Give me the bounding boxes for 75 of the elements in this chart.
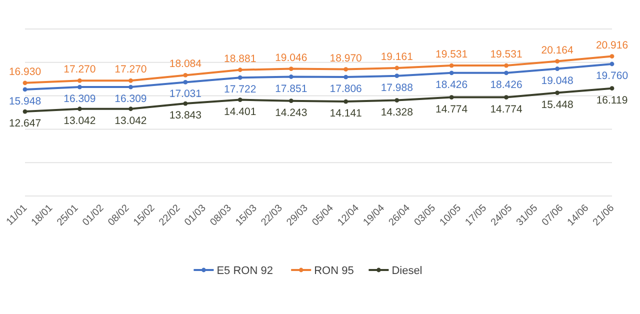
- data-label: 16.930: [8, 66, 42, 78]
- data-label: 17.851: [275, 82, 308, 95]
- data-label: 13.843: [169, 110, 202, 122]
- data-label: 14.328: [380, 106, 414, 118]
- data-label: 18.426: [436, 78, 468, 91]
- data-label: 16.309: [64, 93, 96, 106]
- data-label: 19.161: [380, 51, 414, 64]
- point: [504, 95, 508, 100]
- legend-label: RON 95: [314, 265, 354, 277]
- data-label: 19.760: [596, 70, 628, 82]
- point: [238, 75, 242, 80]
- legend-label: E5 RON 92: [216, 265, 273, 277]
- data-label: 20.164: [541, 44, 574, 56]
- data-label: 18.084: [169, 58, 202, 70]
- point: [394, 74, 400, 78]
- point: [183, 80, 188, 84]
- data-label: 16.309: [114, 93, 147, 106]
- data-label: 14.774: [490, 103, 522, 116]
- data-label: 18.881: [224, 52, 256, 65]
- data-label: 12.647: [8, 118, 42, 130]
- data-label: 17.031: [169, 88, 202, 100]
- point: [555, 90, 560, 96]
- data-label: 17.722: [224, 84, 256, 96]
- point: [128, 84, 133, 90]
- data-label: 16.119: [596, 94, 628, 106]
- point: [288, 66, 294, 71]
- data-label: 19.048: [541, 74, 574, 87]
- point: [238, 68, 242, 72]
- point: [77, 84, 82, 90]
- point: [610, 62, 614, 66]
- point: [128, 78, 133, 83]
- data-label: 13.042: [114, 114, 147, 127]
- data-label: 19.531: [436, 48, 468, 61]
- point: [555, 66, 560, 71]
- point: [238, 98, 242, 102]
- data-label: 20.916: [596, 39, 628, 52]
- point: [77, 78, 82, 83]
- data-label: 14.401: [224, 106, 256, 118]
- point: [22, 109, 28, 114]
- data-label: 15.948: [8, 95, 42, 108]
- point: [394, 66, 400, 70]
- legend-label: Diesel: [392, 265, 422, 277]
- data-label: 17.270: [114, 64, 147, 76]
- point: [449, 70, 454, 76]
- point: [183, 73, 188, 78]
- data-label: 17.988: [380, 82, 414, 94]
- data-label: 17.806: [330, 83, 362, 96]
- data-label: 14.774: [436, 103, 468, 116]
- point: [394, 98, 400, 102]
- data-label: 14.141: [330, 108, 362, 120]
- point: [449, 95, 454, 100]
- data-label: 14.243: [275, 106, 308, 119]
- point: [344, 67, 348, 72]
- point: [22, 87, 28, 92]
- data-label: 18.970: [330, 52, 362, 64]
- point: [183, 101, 188, 106]
- point: [610, 54, 614, 58]
- point: [504, 70, 508, 76]
- point: [555, 59, 560, 64]
- point: [344, 99, 348, 104]
- data-label: 13.042: [64, 114, 96, 127]
- point: [77, 106, 82, 112]
- point: [504, 63, 508, 68]
- data-label: 19.531: [490, 48, 522, 61]
- data-label: 15.448: [541, 98, 574, 111]
- data-label: 18.426: [490, 78, 522, 91]
- data-label: 19.046: [275, 52, 308, 64]
- point: [288, 98, 294, 104]
- point: [344, 74, 348, 80]
- data-label: 17.270: [64, 64, 96, 76]
- point: [22, 80, 28, 86]
- point: [288, 74, 294, 79]
- point: [128, 106, 133, 112]
- point: [449, 63, 454, 68]
- point: [610, 86, 614, 91]
